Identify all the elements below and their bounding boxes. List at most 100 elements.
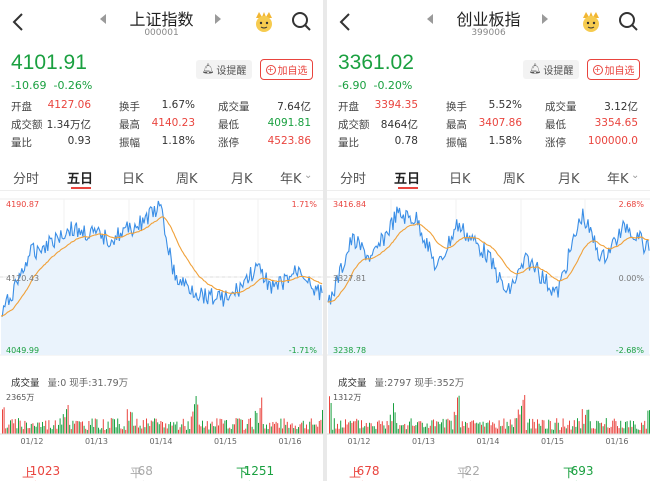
volume-bar xyxy=(318,420,320,434)
volume-bar xyxy=(59,418,61,434)
volume-bar xyxy=(131,412,133,434)
volume-chart[interactable]: 2365万 01/12 01/13 01/14 01/15 01/16 xyxy=(0,388,323,448)
volume-bar xyxy=(537,419,538,434)
volume-bar xyxy=(562,418,564,434)
back-arrow-icon[interactable] xyxy=(335,10,357,34)
volume-bar xyxy=(460,427,462,434)
volume-bar xyxy=(333,418,335,434)
volume-bar xyxy=(306,424,307,434)
bell-icon: 🔔︎ xyxy=(528,64,542,75)
volume-bar xyxy=(599,423,601,434)
volume-bar xyxy=(189,428,191,434)
volume-bar xyxy=(211,421,213,434)
tab-2[interactable]: 日K xyxy=(122,172,144,187)
volume-bar xyxy=(38,422,40,434)
volume-bar xyxy=(401,425,402,434)
tab-1[interactable]: 五日 xyxy=(67,172,94,187)
prev-index-icon[interactable] xyxy=(100,14,106,24)
chevron-down-icon[interactable]: ⌄ xyxy=(631,170,640,181)
volume-bar xyxy=(242,419,243,434)
volume-bar xyxy=(10,420,11,434)
mascot-icon[interactable] xyxy=(252,9,276,33)
bell-icon: 🔔︎ xyxy=(201,64,215,75)
tab-4[interactable]: 月K xyxy=(231,172,253,187)
set-alert-button[interactable]: 🔔︎ 设提醒 xyxy=(523,60,579,79)
chevron-down-icon[interactable]: ⌄ xyxy=(304,170,313,181)
tab-2[interactable]: 日K xyxy=(449,172,471,187)
up-count: 上涨 678家 xyxy=(349,464,380,481)
add-watchlist-button[interactable]: + 加自选 xyxy=(587,59,640,80)
volume-bar xyxy=(83,425,85,434)
stats-grid: 开盘 4127.06 换手 1.67% 成交量 7.64亿 成交额 1.34万亿 最高 4140.… xyxy=(11,99,316,153)
y-min-label: 3238.78 xyxy=(333,346,366,355)
volume-bar xyxy=(259,408,261,434)
volume-bar xyxy=(548,419,550,434)
volume-bar xyxy=(514,418,516,434)
volume-bar xyxy=(594,428,596,434)
stat-value: 1.58% xyxy=(488,135,522,147)
volume-bar xyxy=(294,425,296,434)
add-watchlist-button[interactable]: + 加自选 xyxy=(260,59,313,80)
volume-bar xyxy=(181,424,183,434)
volume-bar xyxy=(407,425,409,434)
volume-bar xyxy=(43,425,45,434)
tab-3[interactable]: 周K xyxy=(176,172,198,187)
tab-3[interactable]: 周K xyxy=(503,172,525,187)
volume-bar xyxy=(607,427,609,434)
tab-5[interactable]: 年K xyxy=(280,172,302,187)
volume-bar xyxy=(602,426,604,434)
stat-value: 3407.86 xyxy=(478,117,522,129)
volume-bar xyxy=(461,421,463,434)
volume-bar xyxy=(410,418,412,434)
volume-bar xyxy=(246,423,248,434)
volume-bar xyxy=(458,395,460,434)
five-day-chart[interactable]: 4190.87 4120.43 4049.99 1.71% -1.71% xyxy=(0,193,323,368)
down-count: 下跌 693家 xyxy=(563,464,594,481)
volume-bar xyxy=(112,418,114,434)
next-index-icon[interactable] xyxy=(542,14,548,24)
volume-bar xyxy=(503,418,505,434)
set-alert-button[interactable]: 🔔︎ 设提醒 xyxy=(196,60,252,79)
volume-bar xyxy=(557,422,559,434)
volume-bar xyxy=(254,410,256,434)
tab-4[interactable]: 月K xyxy=(558,172,580,187)
market-breadth: 上涨 678家 平盘 22家 下跌 693家 xyxy=(327,452,650,481)
prev-index-icon[interactable] xyxy=(427,14,433,24)
volume-bar xyxy=(479,422,481,434)
tab-0[interactable]: 分时 xyxy=(13,172,40,187)
stat-label: 最低 xyxy=(218,119,239,131)
back-arrow-icon[interactable] xyxy=(8,10,30,34)
volume-bar xyxy=(269,422,271,434)
volume-bar xyxy=(493,423,495,434)
volume-bar xyxy=(509,419,511,434)
volume-bar xyxy=(620,420,622,434)
tab-5[interactable]: 年K xyxy=(607,172,629,187)
volume-bar xyxy=(37,422,39,434)
volume-bar xyxy=(388,425,390,434)
volume-bar xyxy=(184,426,186,434)
volume-bar xyxy=(96,419,98,434)
volume-bar xyxy=(24,420,26,434)
mascot-icon[interactable] xyxy=(579,9,603,33)
volume-bar xyxy=(575,426,577,434)
volume-bar xyxy=(8,424,10,434)
search-icon[interactable] xyxy=(290,10,312,32)
search-icon[interactable] xyxy=(617,10,639,32)
volume-bar xyxy=(6,427,8,434)
volume-bar xyxy=(205,426,207,434)
volume-bar xyxy=(91,418,93,434)
volume-bar xyxy=(232,424,234,434)
pct-max-label: 2.68% xyxy=(619,200,645,209)
volume-chart[interactable]: 1312万 01/12 01/13 01/14 01/15 01/16 xyxy=(327,388,650,448)
volume-bar xyxy=(264,428,266,434)
five-day-chart[interactable]: 3416.84 3327.81 3238.78 2.68% 0.00% -2.68% xyxy=(327,193,650,368)
volume-bar xyxy=(633,421,634,434)
volume-bar xyxy=(481,424,482,434)
volume-bar xyxy=(517,409,519,434)
volume-bar xyxy=(629,420,631,434)
volume-bar xyxy=(532,418,534,434)
next-index-icon[interactable] xyxy=(215,14,221,24)
tab-0[interactable]: 分时 xyxy=(340,172,367,187)
tab-1[interactable]: 五日 xyxy=(394,172,421,187)
volume-bar xyxy=(380,424,382,434)
